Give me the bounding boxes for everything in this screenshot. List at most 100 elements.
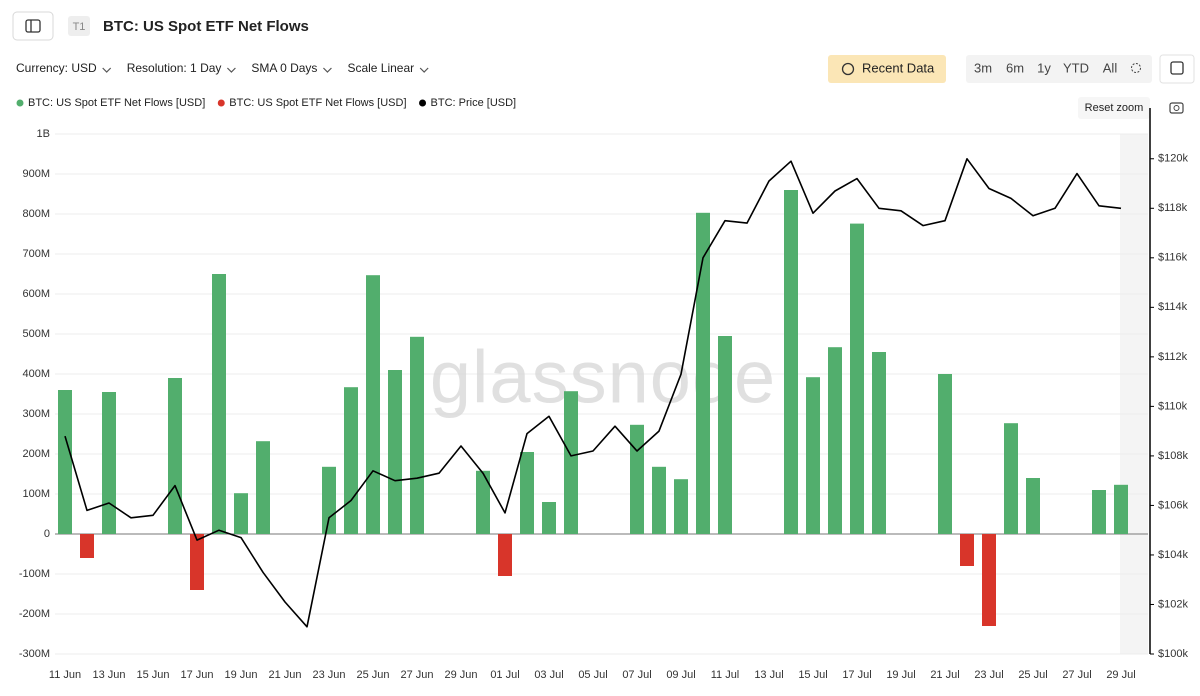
range-button[interactable]: All — [1103, 60, 1118, 75]
page-title: BTC: US Spot ETF Net Flows — [103, 18, 309, 35]
y2-tick-label: $102k — [1158, 598, 1188, 610]
bar — [190, 534, 204, 590]
bar — [256, 441, 270, 534]
latest-shade — [1120, 134, 1148, 654]
bar — [476, 470, 490, 534]
bar — [630, 424, 644, 534]
reset-zoom-button[interactable] — [1078, 97, 1150, 119]
x-tick-label: 23 Jun — [312, 669, 345, 681]
y-tick-label: 900M — [22, 168, 50, 180]
bar — [674, 479, 688, 534]
y-tick-label: 500M — [22, 328, 50, 340]
range-button[interactable]: 1y — [1037, 60, 1051, 75]
x-tick-label: 21 Jul — [930, 669, 959, 681]
chevron — [323, 67, 332, 73]
bar — [784, 190, 798, 534]
x-tick-label: 17 Jun — [180, 669, 213, 681]
bar — [102, 392, 116, 534]
bar — [872, 352, 886, 534]
y-tick-label: -100M — [19, 568, 50, 580]
camera-icon[interactable] — [1169, 102, 1184, 114]
y-tick-label: 600M — [22, 288, 50, 300]
badge-bg — [68, 16, 90, 36]
legend-label[interactable]: BTC: US Spot ETF Net Flows [USD] — [28, 97, 205, 109]
x-tick-label: 29 Jul — [1106, 669, 1135, 681]
y2-tick-label: $104k — [1158, 549, 1188, 561]
x-tick-label: 15 Jun — [136, 669, 169, 681]
chevron — [226, 67, 236, 73]
range-group — [966, 55, 1152, 83]
sidebar-toggle[interactable] — [12, 11, 54, 41]
bar — [652, 466, 666, 534]
x-tick-label: 11 Jul — [711, 669, 740, 681]
history-icon — [841, 62, 855, 76]
legend-label[interactable]: BTC: US Spot ETF Net Flows [USD] — [229, 97, 406, 109]
x-tick-label: 25 Jul — [1018, 669, 1047, 681]
x-tick-label: 29 Jun — [444, 669, 477, 681]
y-tick-label: -300M — [19, 648, 50, 660]
x-tick-label: 27 Jul — [1062, 669, 1091, 681]
bar — [960, 534, 974, 566]
y2-tick-label: $108k — [1158, 450, 1188, 462]
bar — [850, 223, 864, 534]
zoom-icon[interactable] — [1131, 63, 1141, 73]
recent-data-button[interactable] — [828, 55, 946, 83]
bar — [168, 378, 182, 534]
bar — [58, 390, 72, 534]
dropdown-label[interactable]: SMA 0 Days — [251, 61, 317, 75]
chevron — [419, 67, 429, 73]
y2-tick-label: $118k — [1158, 202, 1188, 214]
x-tick-label: 11 Jun — [49, 669, 81, 681]
y-tick-label: 300M — [22, 408, 50, 420]
bar — [938, 374, 952, 534]
badge: T1 — [73, 21, 86, 33]
bar — [520, 452, 534, 534]
y-tick-label: 1B — [37, 128, 50, 140]
x-tick-label: 09 Jul — [666, 669, 695, 681]
bar — [718, 336, 732, 534]
bar — [498, 534, 512, 576]
dropdown-label[interactable]: Scale Linear — [347, 61, 414, 75]
dropdown-label[interactable]: Resolution: 1 Day — [127, 61, 222, 75]
range-button[interactable]: 3m — [974, 60, 992, 75]
bar — [806, 377, 820, 534]
y2-tick-label: $106k — [1158, 499, 1188, 511]
x-tick-label: 19 Jun — [224, 669, 257, 681]
y2-tick-label: $100k — [1158, 648, 1188, 660]
bar — [366, 275, 380, 534]
y-tick-label: 700M — [22, 248, 50, 260]
x-tick-label: 03 Jul — [534, 669, 563, 681]
y-tick-label: -200M — [19, 608, 50, 620]
watermark: glassnode — [430, 336, 776, 419]
bar — [828, 347, 842, 534]
legend-label[interactable]: BTC: Price [USD] — [431, 97, 517, 109]
bar — [1026, 478, 1040, 534]
y-tick-label: 100M — [22, 488, 50, 500]
x-tick-label: 19 Jul — [886, 669, 915, 681]
range-button[interactable]: 6m — [1006, 60, 1024, 75]
bar — [410, 336, 424, 534]
legend-marker — [217, 99, 225, 107]
bar — [696, 212, 710, 535]
calendar-icon — [1170, 61, 1184, 75]
dropdown-label[interactable]: Currency: USD — [16, 61, 97, 75]
recent-data-label: Recent Data — [862, 60, 935, 75]
y2-tick-label: $112k — [1158, 351, 1188, 363]
x-tick-label: 07 Jul — [622, 669, 651, 681]
bar — [1004, 423, 1018, 534]
bar — [1092, 490, 1106, 534]
bar — [80, 534, 94, 558]
bar — [212, 274, 226, 534]
x-tick-label: 01 Jul — [490, 669, 519, 681]
legend-marker — [419, 99, 427, 107]
bar — [1114, 484, 1128, 534]
bar — [982, 534, 996, 626]
plot-area: -300M -200M -100M 0 100M 200M 300M 400M 500M 600M… — [19, 108, 1188, 681]
y-tick-label: 800M — [22, 208, 50, 220]
y2-tick-label: $116k — [1158, 252, 1188, 264]
range-button[interactable]: YTD — [1063, 60, 1089, 75]
x-tick-label: 13 Jun — [92, 669, 125, 681]
x-tick-label: 15 Jul — [798, 669, 827, 681]
calendar-button[interactable] — [1159, 54, 1195, 84]
